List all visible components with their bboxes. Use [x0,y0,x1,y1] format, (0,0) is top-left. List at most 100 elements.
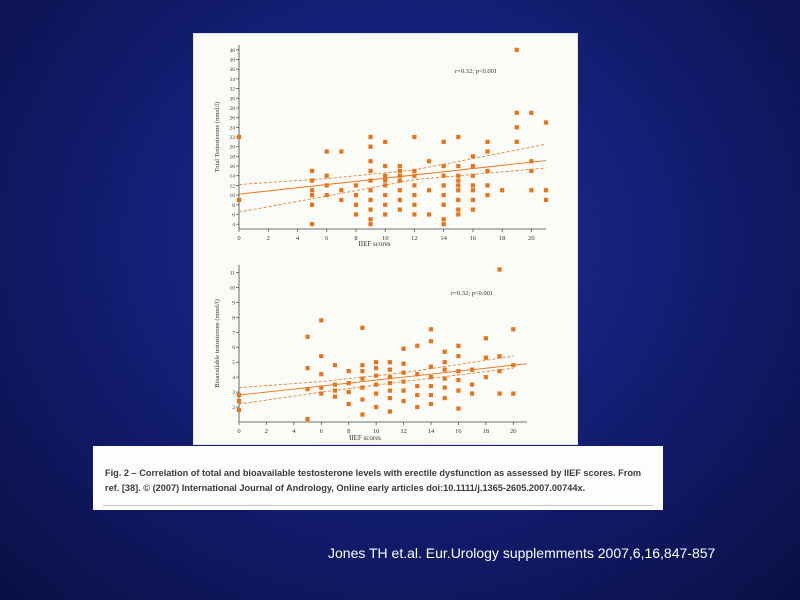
data-point [442,395,447,401]
data-point [441,163,446,169]
data-point [346,401,351,407]
data-point [353,183,359,188]
data-point [456,188,461,193]
data-point [485,168,490,173]
y-tick-label: 32 [230,87,236,93]
data-point [456,343,461,348]
x-axis-label: IIEF scores [349,434,381,442]
chart-2: 0 2 4 6 8 10 12 14 16 18 20 2 3 4 5 6 7 8 9 10 11 IIEF scores… [214,265,528,442]
data-point [543,120,549,125]
caption-divider [103,505,653,506]
x-tick-label: 4 [292,428,296,435]
x-tick-label: 16 [455,428,462,435]
x-tick-label: 18 [483,428,490,435]
data-point [511,363,516,368]
data-point [456,173,461,178]
data-point [412,134,417,140]
data-point [368,178,373,183]
data-point [353,193,359,198]
data-point [324,193,329,198]
y-tick-label: 4 [232,375,235,381]
data-point [428,384,434,389]
data-point [514,139,519,144]
data-point [529,168,534,173]
data-point [415,372,420,377]
y-tick-label: 10 [230,285,236,291]
data-point [332,382,338,387]
data-point [529,159,534,164]
data-point [497,369,502,374]
data-point [456,207,461,212]
data-point [470,197,476,203]
chart-1: 0 2 4 6 8 10 12 14 16 18 2046810121416182022242628… [214,45,549,248]
charts-svg: 0 2 4 6 8 10 12 14 16 18 2046810121416182022242628… [214,45,549,442]
x-axis-label: IIEF scores [358,240,390,248]
correlation-annotation: r=0.32; p<0.001 [451,290,493,297]
x-tick-label: 0 [237,235,240,242]
data-point [514,47,519,52]
x-tick-label: 10 [382,235,389,242]
data-point [412,183,417,188]
x-tick-label: 14 [428,428,435,435]
data-point [368,168,373,173]
data-point [360,325,365,330]
data-point [309,178,315,183]
data-point [500,188,505,193]
data-point [383,139,388,144]
data-point [412,202,417,207]
data-point [305,387,310,392]
data-point [442,385,447,390]
data-point [441,217,446,222]
data-point [236,392,242,398]
data-point [441,222,446,227]
x-tick-label: 18 [499,235,506,242]
data-point [368,197,373,203]
data-point [397,168,402,173]
data-point [383,163,388,169]
figure-panel: 0 2 4 6 8 10 12 14 16 18 20 4 6 8 10 12 14 16 18 20 22 24 26 28… [193,33,578,445]
y-tick-label: 8 [232,203,235,209]
data-point [442,360,447,365]
data-point [368,222,373,227]
data-point [456,178,461,183]
data-point [383,212,388,217]
data-point [346,369,351,374]
data-point [383,178,388,183]
data-point [470,183,476,188]
data-point [324,173,329,178]
data-point [428,401,434,407]
data-point [374,360,379,365]
x-tick-label: 20 [528,235,535,242]
data-point [456,134,461,140]
data-point [426,188,432,193]
data-point [497,354,502,359]
data-point [456,197,461,203]
y-tick-label: 36 [230,67,236,73]
data-point [456,354,461,359]
x-tick-label: 0 [237,428,240,435]
y-tick-label: 2 [232,405,235,411]
data-point [309,193,315,198]
data-point [483,375,488,380]
data-point [236,197,242,203]
data-point [442,376,447,381]
data-point [401,346,406,351]
data-point [305,416,310,422]
y-tick-label: 18 [230,154,236,160]
y-tick-label: 6 [232,212,235,218]
data-point [368,188,373,193]
data-point [387,360,392,365]
data-point [470,382,475,387]
data-point [309,222,315,227]
data-point [368,159,373,164]
x-tick-label: 10 [373,428,380,435]
regression-line [238,363,528,396]
data-point [339,197,344,203]
data-point [360,369,365,374]
data-point [360,363,365,368]
x-tick-label: 2 [265,428,268,435]
x-tick-label: 6 [325,235,329,242]
data-point [428,339,434,344]
y-tick-label: 3 [232,390,235,396]
data-point [305,334,310,339]
